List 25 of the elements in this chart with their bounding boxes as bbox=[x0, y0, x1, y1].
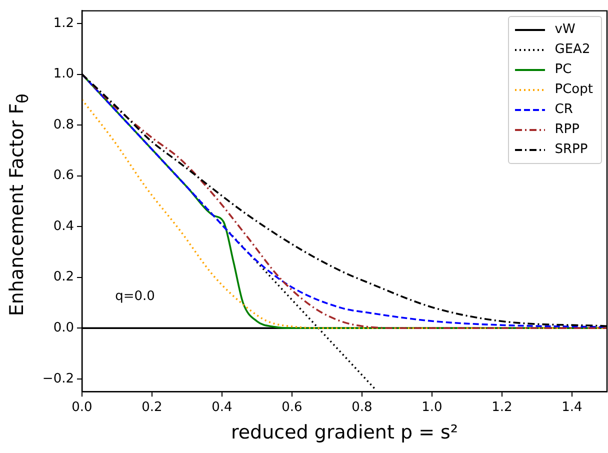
x-tick-label: 1.4 bbox=[562, 400, 582, 415]
y-tick-label: 0.6 bbox=[53, 168, 74, 184]
x-tick-label: 0.6 bbox=[282, 400, 302, 415]
y-tick-label: −0.2 bbox=[42, 371, 74, 386]
x-tick-label: 0.4 bbox=[212, 400, 232, 415]
x-tick-label: 0.0 bbox=[72, 400, 92, 415]
x-tick-label: 1.2 bbox=[492, 400, 512, 415]
y-tick-label: 0.0 bbox=[53, 320, 74, 336]
legend-label: CR bbox=[554, 102, 573, 118]
annotation: q=0.0 bbox=[115, 288, 155, 304]
y-tick-label: 1.0 bbox=[53, 66, 74, 82]
legend-label: PC bbox=[554, 62, 572, 78]
y-tick-label: 0.2 bbox=[53, 270, 74, 285]
legend-label: vW bbox=[554, 22, 576, 38]
legend-label: RPP bbox=[554, 122, 580, 138]
y-tick-label: 1.2 bbox=[53, 16, 74, 31]
x-axis-title: reduced gradient p = s² bbox=[230, 422, 458, 444]
legend-label: GEA2 bbox=[554, 42, 590, 58]
y-tick-label: 0.4 bbox=[53, 218, 74, 234]
legend-label: PCopt bbox=[554, 82, 593, 98]
legend-label: SRPP bbox=[554, 142, 588, 158]
x-tick-label: 0.8 bbox=[352, 400, 372, 415]
x-tick-label: 0.2 bbox=[142, 400, 162, 415]
x-tick-label: 1.0 bbox=[422, 400, 442, 415]
y-tick-label: 0.8 bbox=[53, 117, 74, 132]
